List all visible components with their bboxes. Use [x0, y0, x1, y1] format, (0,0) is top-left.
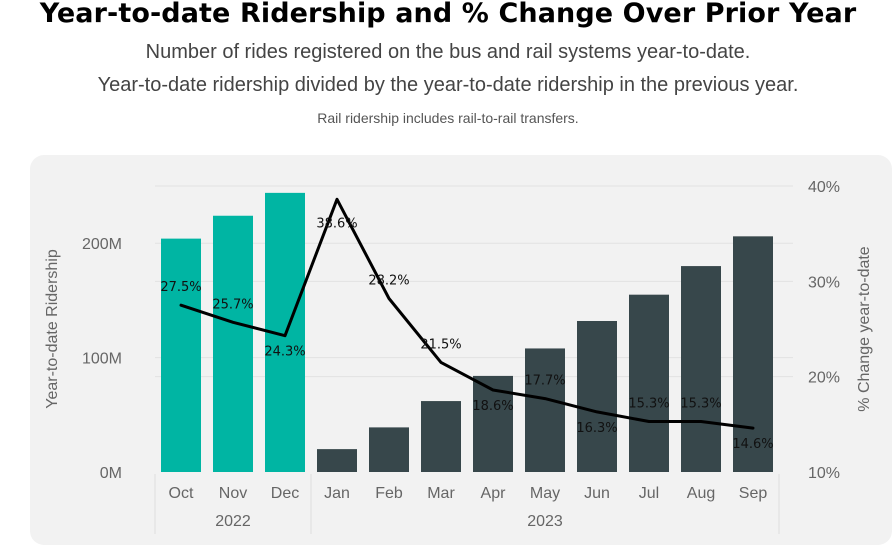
chart-note: Rail ridership includes rail-to-rail tra… — [317, 110, 579, 126]
bar-mar — [421, 401, 461, 472]
data-label: 24.3% — [264, 345, 305, 360]
bar-sep — [733, 236, 773, 472]
combo-chart: 0M 100M 200M 10% 20% 30% 40% Year-to-date Rider… — [44, 179, 873, 534]
data-label: 15.3% — [680, 396, 721, 411]
x-tick-label: Dec — [271, 485, 299, 502]
pct-change-line — [179, 197, 755, 430]
chart-subtitle-2: Year-to-date ridership divided by the ye… — [97, 74, 799, 96]
data-label: 18.6% — [472, 399, 513, 414]
data-label: 28.2% — [368, 273, 409, 288]
data-label: 27.5% — [160, 280, 201, 295]
x-tick-label: Jul — [639, 485, 659, 502]
chart-subtitle-1: Number of rides registered on the bus an… — [145, 41, 751, 63]
x-tick-label: Nov — [219, 485, 247, 502]
y2-tick-label: 20% — [808, 370, 840, 387]
bar-jan — [317, 449, 357, 472]
data-label: 15.3% — [628, 396, 669, 411]
y2-axis-title: % Change year-to-date — [856, 246, 873, 412]
bar-oct — [161, 238, 201, 472]
data-label: 38.6% — [316, 216, 357, 231]
year-group-label: 2023 — [527, 513, 563, 530]
bar-nov — [213, 215, 253, 472]
y-axis-title: Year-to-date Ridership — [44, 249, 61, 409]
data-label: 17.7% — [524, 374, 565, 389]
y2-tick-label: 30% — [808, 274, 840, 291]
y2-tick-label: 40% — [808, 179, 840, 196]
y-tick-label: 200M — [82, 236, 122, 253]
x-tick-label: Jan — [324, 485, 350, 502]
year-group-label: 2022 — [215, 513, 251, 530]
data-label: 16.3% — [576, 421, 617, 436]
bar-aug — [681, 266, 721, 472]
x-tick-label: Oct — [169, 485, 194, 502]
x-tick-label: Aug — [687, 485, 715, 502]
x-tick-label: Mar — [427, 485, 455, 502]
x-tick-label: Apr — [481, 485, 507, 502]
y-tick-label: 100M — [82, 351, 122, 368]
x-tick-label: Jun — [584, 485, 610, 502]
x-tick-label: Feb — [375, 485, 403, 502]
data-label: 21.5% — [420, 337, 461, 352]
x-tick-label: May — [530, 485, 560, 502]
x-tick-label: Sep — [739, 485, 768, 502]
bar-jul — [629, 294, 669, 472]
bar-may — [525, 348, 565, 472]
chart-title: Year-to-date Ridership and % Change Over… — [39, 0, 857, 29]
bar-jun — [577, 320, 617, 472]
data-label: 14.6% — [732, 437, 773, 452]
data-label: 25.7% — [212, 297, 253, 312]
y2-tick-label: 10% — [808, 465, 840, 482]
y-tick-label: 0M — [100, 465, 122, 482]
bar-feb — [369, 427, 409, 472]
